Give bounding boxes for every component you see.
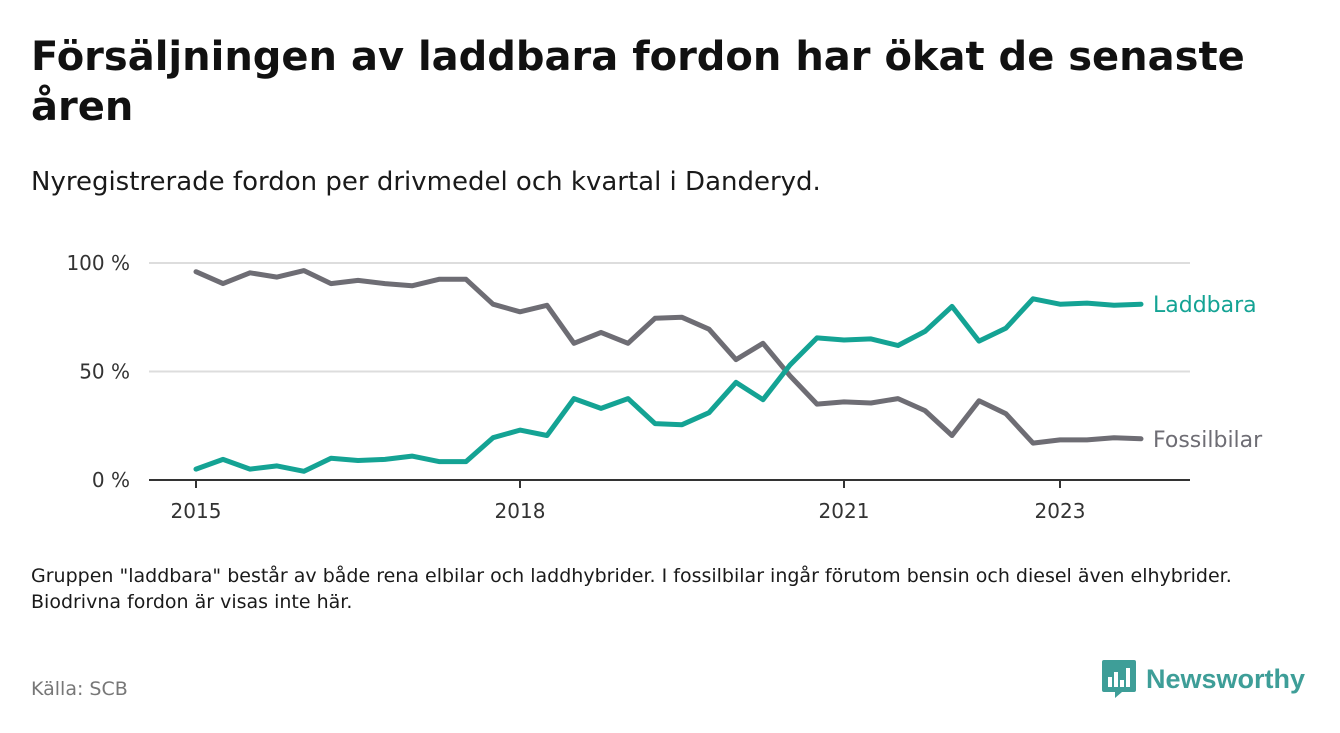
footnote: Gruppen "laddbara" består av både rena e… [31,565,1232,613]
series-label-fossilbilar: Fossilbilar [1153,428,1263,453]
series-label-laddbara: Laddbara [1153,293,1257,318]
source-credit: Källa: SCB [31,678,128,700]
newsworthy-logo: Newsworthy [1102,660,1305,698]
line-chart: 0 % 50 % 100 % 2015 2018 2021 2023 Laddbara Foss… [66,251,1263,523]
series-line-laddbara [193,296,1144,474]
x-tick-label: 2021 [819,499,870,523]
y-tick-label: 50 % [79,360,130,384]
y-tick-label: 0 % [92,468,130,492]
x-tick-label: 2015 [171,499,222,523]
bar-chart-icon [1102,660,1136,698]
y-tick-label: 100 % [66,251,130,275]
page-subtitle: Nyregistrerade fordon per drivmedel och … [31,167,821,197]
x-tick-label: 2023 [1035,499,1086,523]
page-title: Försäljningen av laddbara fordon har öka… [31,34,1245,130]
series-line-fossilbilar [193,268,1144,446]
x-tick-label: 2018 [495,499,546,523]
brand-name: Newsworthy [1146,663,1306,694]
